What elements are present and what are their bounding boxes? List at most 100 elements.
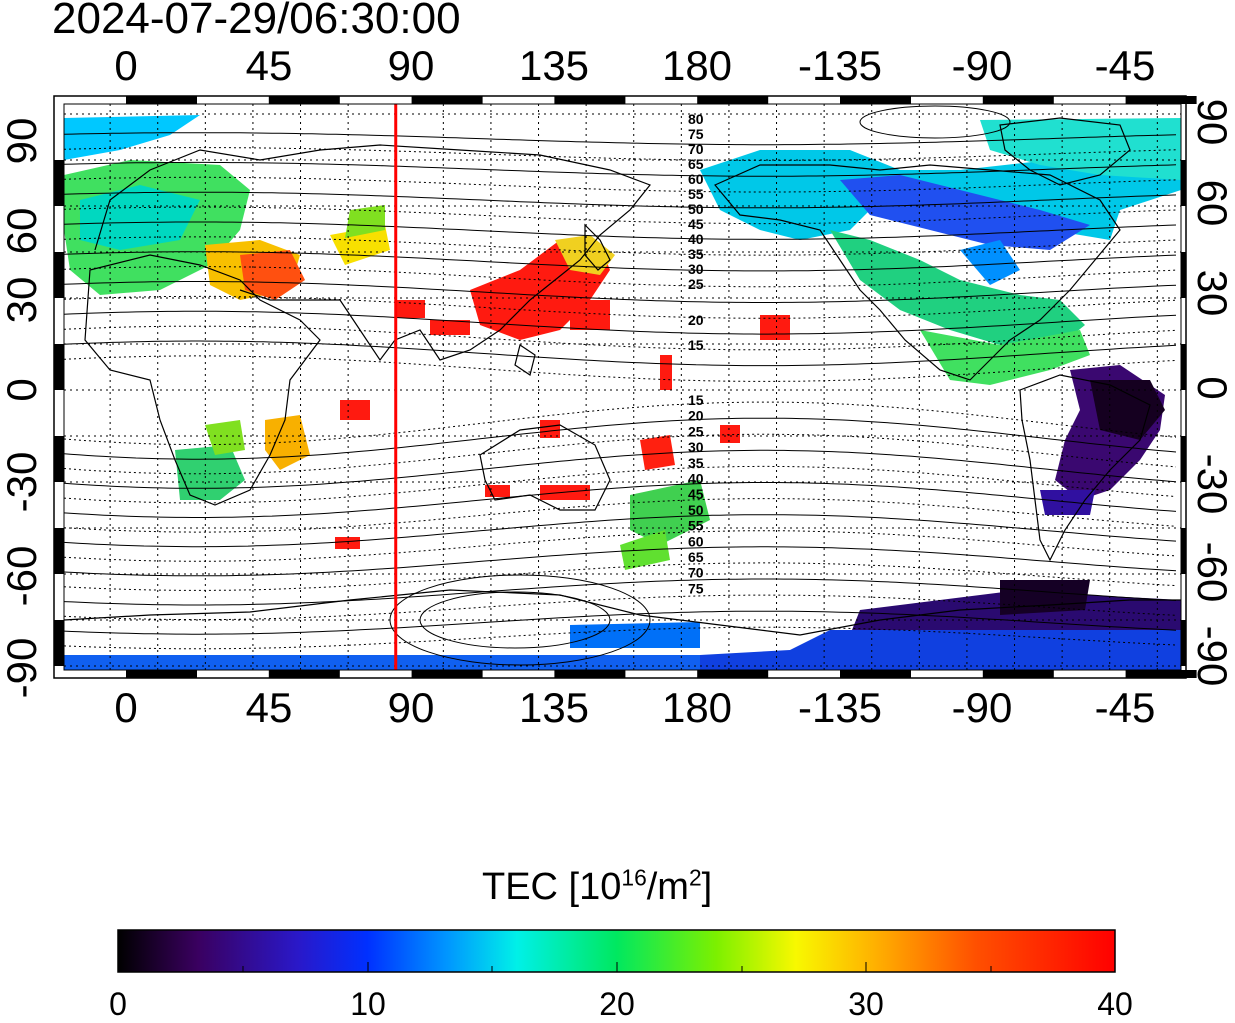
top-lon-label: 135 (518, 42, 590, 89)
border-check (1181, 436, 1186, 482)
bottom-lon-label: 135 (518, 684, 590, 731)
magnetic-contour (64, 417, 1177, 460)
border-check (1181, 344, 1186, 390)
tec-region (960, 240, 1020, 285)
magnetic-contour (64, 295, 1177, 319)
border-check (1181, 620, 1186, 666)
magnetic-contour (64, 251, 1177, 272)
border-check (411, 96, 483, 104)
magnetic-contour (64, 132, 1177, 146)
magnetic-contour (64, 176, 1177, 193)
tec-region (1000, 580, 1090, 615)
magnetic-contour (64, 355, 1177, 382)
magnetic-contour (64, 578, 1177, 606)
mag-contour-label: 30 (688, 439, 704, 455)
top-lon-label: 180 (661, 42, 733, 89)
border-check (840, 96, 911, 104)
mag-contour-label: 50 (688, 502, 704, 518)
tec-region (205, 420, 245, 455)
border-check (1181, 252, 1186, 298)
mag-contour-label: 70 (688, 565, 704, 581)
border-check (54, 436, 64, 482)
mag-contour-label: 30 (688, 261, 704, 277)
tec-region (980, 118, 1181, 180)
tec-region (240, 250, 305, 300)
mag-contour-label: 45 (688, 486, 704, 502)
mag-contour-label: 25 (688, 423, 704, 439)
magnetic-contour (64, 546, 1177, 577)
colorbar-ticks (242, 962, 992, 972)
border-check (1181, 528, 1186, 574)
coastlines (64, 117, 1181, 636)
colorbar-tick-label: 0 (109, 986, 127, 1022)
tec-region (345, 205, 385, 238)
magnetic-contour (64, 266, 1177, 288)
tec-region (920, 330, 1090, 385)
border-check (840, 670, 911, 678)
border-check (1125, 670, 1197, 678)
map-timestamp: 2024-07-29/06:30:00 (52, 0, 461, 43)
border-check (54, 620, 64, 666)
tec-region (64, 115, 200, 160)
bottom-lon-label: -90 (951, 684, 1013, 731)
magnetic-contour (64, 147, 1177, 161)
tec-region (640, 435, 675, 470)
mag-contour-label: 70 (688, 141, 704, 157)
tec-region (700, 125, 1181, 240)
border-check (268, 96, 340, 104)
tec-region (1040, 490, 1095, 515)
mag-contour-label: 35 (688, 455, 704, 471)
border-check (982, 96, 1054, 104)
magnetic-contour (64, 206, 1177, 225)
mag-contour-label: 75 (688, 580, 704, 596)
mag-contour-label: 20 (688, 312, 704, 328)
colorbar-title: TEC [1016/m2] (482, 864, 713, 908)
magnetic-contour (64, 626, 1177, 650)
magnetic-contour (64, 310, 1177, 335)
lat-lon-grid (64, 104, 1181, 670)
border-check (54, 252, 64, 298)
magnetic-contour (64, 594, 1177, 621)
bottom-lon-label: 45 (245, 684, 293, 731)
tec-region (830, 230, 1085, 345)
bottom-lon-label: 0 (114, 684, 138, 731)
border-check (54, 344, 64, 390)
mag-contour-label: 50 (688, 201, 704, 217)
magnetic-contour (64, 325, 1177, 351)
bottom-lon-label: -135 (797, 684, 883, 731)
tec-region (570, 622, 700, 648)
mag-contour-label: 60 (688, 533, 704, 549)
border-check (54, 160, 64, 206)
top-lon-label: -45 (1094, 42, 1156, 89)
colorbar-tick-label: 10 (350, 986, 386, 1022)
magnetic-contour (64, 340, 1177, 367)
border-check (126, 670, 197, 678)
magnetic-contour (64, 221, 1177, 240)
border-check (1181, 160, 1186, 206)
mag-contour-label: 65 (688, 156, 704, 172)
magnetic-contour (64, 530, 1177, 562)
tec-region (1090, 380, 1165, 440)
border-check (126, 96, 197, 104)
mag-contour-label: 65 (688, 549, 704, 565)
border-check (982, 670, 1054, 678)
mag-contour-label: 40 (688, 231, 704, 247)
bottom-lon-label: -45 (1094, 684, 1156, 731)
magnetic-contour (64, 449, 1177, 489)
top-lon-label: 45 (245, 42, 293, 89)
border-check (697, 670, 769, 678)
mag-contour-label: 35 (688, 246, 704, 262)
magnetic-contour (64, 401, 1177, 446)
mag-contour-label: 25 (688, 276, 704, 292)
mag-contour-label: 20 (688, 408, 704, 424)
magnetic-contour (64, 465, 1177, 504)
mag-contour-label: 15 (688, 392, 704, 408)
mag-contour-label: 75 (688, 126, 704, 142)
top-lon-label: -90 (951, 42, 1013, 89)
magnetic-pole-oval (859, 105, 1011, 139)
top-lon-label: 90 (387, 42, 435, 89)
magnetic-contours (64, 105, 1177, 666)
tec-region (64, 655, 700, 670)
